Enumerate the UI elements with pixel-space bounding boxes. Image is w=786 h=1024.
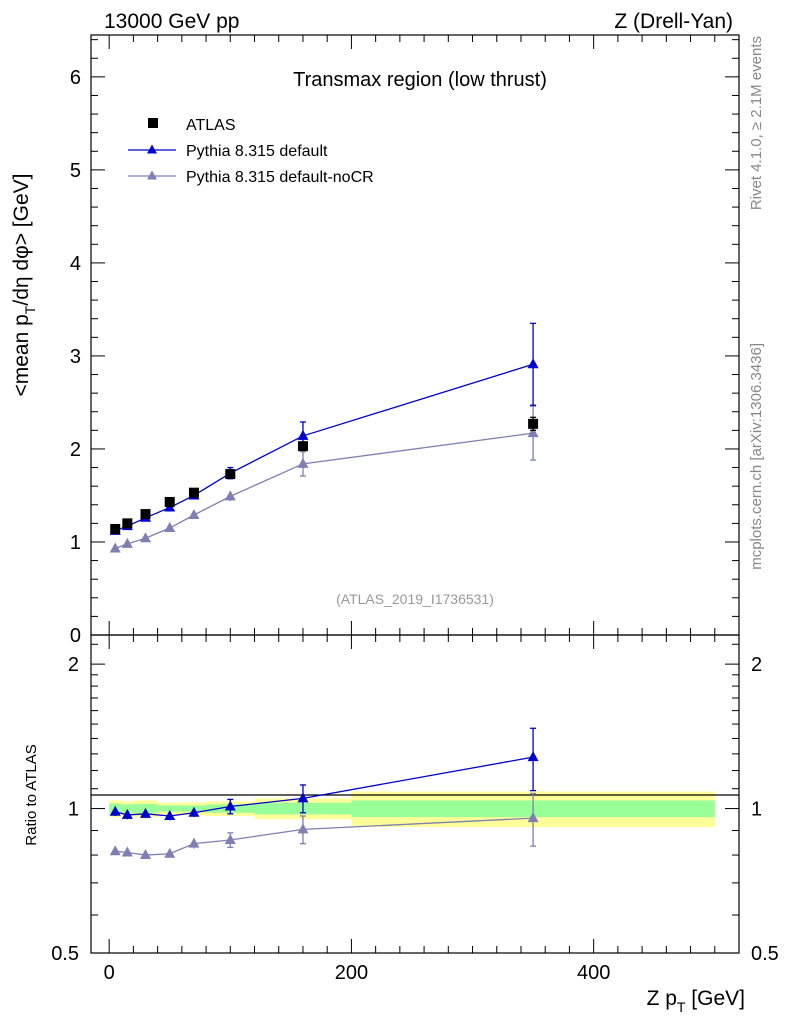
ratio-point-nocr <box>188 837 200 848</box>
main-y-tick-label: 1 <box>70 532 81 554</box>
main-y-tick-label: 6 <box>70 67 81 89</box>
ratio-point-nocr <box>164 847 176 858</box>
series-line-nocr <box>114 432 534 550</box>
ratio-panel: 0.5 0.5 1 1 2 2 0 200 400 Ratio to ATLAS Z pT [… <box>23 634 779 1015</box>
data-point-nocr <box>121 537 133 548</box>
ylabel-pre: <mean p <box>10 314 33 396</box>
data-point-atlas <box>110 523 121 534</box>
ratio-point-default <box>188 806 200 817</box>
main-y-tick-label: 0 <box>70 625 81 647</box>
main-series-layer <box>109 322 539 553</box>
ratio-y-axis-label: Ratio to ATLAS <box>23 744 40 845</box>
ratio-point-default <box>297 792 309 803</box>
legend-marker-atlas <box>148 118 158 128</box>
ratio-series-nocr <box>109 792 539 860</box>
ratio-y-tick-label-right: 2 <box>751 654 762 676</box>
legend-label-default: Pythia 8.315 default <box>186 143 328 160</box>
x-tick-label: 400 <box>577 962 610 984</box>
data-point-nocr <box>188 509 200 519</box>
series-line-default <box>114 363 534 532</box>
data-point-nocr <box>164 522 176 533</box>
ratio-point-nocr <box>297 823 309 834</box>
data-point-atlas <box>297 441 308 452</box>
ylabel-sub: T <box>22 305 38 314</box>
series-atlas <box>110 416 539 534</box>
xlabel-post: [GeV] <box>685 987 745 1010</box>
ratio-point-nocr <box>527 812 539 823</box>
rivet-label: Rivet 4.1.0, ≥ 2.1M events <box>748 36 765 210</box>
data-point-default <box>297 429 309 440</box>
ratio-point-nocr <box>224 833 236 844</box>
data-point-nocr <box>109 542 121 553</box>
data-point-atlas <box>140 509 151 520</box>
ratio-point-nocr <box>121 846 133 857</box>
ratio-series-layer <box>109 727 539 860</box>
process-label: Z (Drell-Yan) <box>614 10 733 33</box>
ratio-y-tick-label-right: 1 <box>751 799 762 821</box>
data-point-nocr <box>224 490 236 501</box>
ratio-plot-frame <box>90 634 740 954</box>
ylabel-post: /dη dφ> [GeV] <box>10 174 33 306</box>
main-y-tick-label: 2 <box>70 439 81 461</box>
xlabel-sub: T <box>677 999 686 1015</box>
x-axis-label: Z pT [GeV] <box>647 987 745 1015</box>
ratio-bands <box>109 791 715 828</box>
collision-label: 13000 GeV pp <box>104 10 239 33</box>
data-point-nocr <box>527 427 539 438</box>
data-point-nocr <box>297 457 309 468</box>
data-point-nocr <box>140 532 152 543</box>
legend-marker-default <box>147 144 157 154</box>
ratio-band-inner <box>157 805 182 812</box>
x-tick-label: 200 <box>335 962 368 984</box>
ratio-y-tick-label: 0.5 <box>51 943 79 965</box>
main-panel: 0 1 2 3 4 5 6 Transmax region (low thrust) (AT… <box>10 34 740 647</box>
ratio-point-default <box>527 751 539 762</box>
xlabel-pre: Z p <box>647 987 677 1010</box>
ratio-point-default <box>164 809 176 820</box>
legend: ATLAS Pythia 8.315 default Pythia 8.315 … <box>128 117 374 186</box>
main-y-axis: 0 1 2 3 4 5 6 <box>70 39 739 647</box>
main-x-ticks <box>108 35 716 635</box>
ratio-point-default <box>121 808 133 819</box>
ratio-y-axis: 0.5 0.5 1 1 2 2 <box>51 643 779 965</box>
main-y-tick-label: 3 <box>70 346 81 368</box>
data-point-atlas <box>225 469 236 480</box>
ratio-y-tick-label: 1 <box>68 799 79 821</box>
analysis-id: (ATLAS_2019_I1736531) <box>336 591 494 607</box>
ratio-y-tick-label-right: 0.5 <box>751 943 779 965</box>
main-y-tick-label: 5 <box>70 160 81 182</box>
data-point-default <box>527 358 539 369</box>
legend-marker-nocr <box>147 170 157 180</box>
ratio-x-axis: 0 200 400 <box>104 635 716 984</box>
ratio-series-default <box>109 727 539 821</box>
ratio-point-nocr <box>109 845 121 856</box>
data-point-atlas <box>188 487 199 498</box>
ratio-band-inner <box>121 804 134 813</box>
ratio-y-tick-label: 2 <box>68 654 79 676</box>
mcplots-label: mcplots.cern.ch [arXiv:1306.3436] <box>748 343 765 570</box>
main-y-axis-label: <mean pT/dη dφ> [GeV] <box>10 174 38 397</box>
legend-label-nocr: Pythia 8.315 default-noCR <box>186 169 374 186</box>
ratio-point-default <box>109 805 121 816</box>
main-y-tick-label: 4 <box>70 253 81 275</box>
data-point-atlas <box>164 496 175 507</box>
ratio-point-default <box>140 807 152 818</box>
ratio-point-nocr <box>140 849 152 860</box>
ratio-point-default <box>224 800 236 811</box>
legend-label-atlas: ATLAS <box>186 117 236 134</box>
series-nocr <box>109 405 539 553</box>
x-tick-label: 0 <box>104 962 115 984</box>
main-title: Transmax region (low thrust) <box>293 69 547 91</box>
data-point-atlas <box>528 418 539 429</box>
data-point-atlas <box>122 518 133 529</box>
